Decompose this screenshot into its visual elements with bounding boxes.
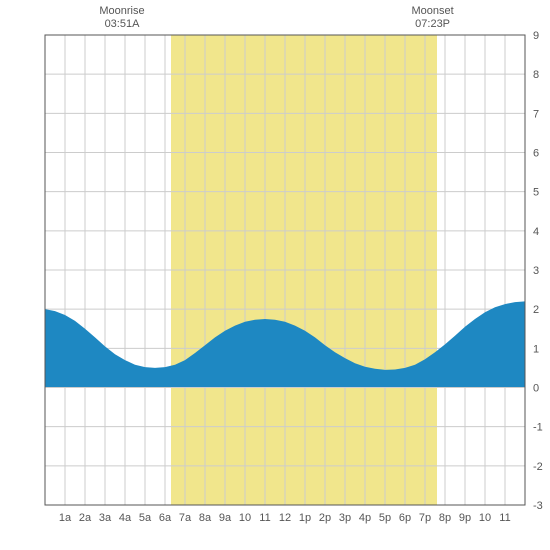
x-tick-label: 4p xyxy=(359,512,371,524)
moonrise-title: Moonrise xyxy=(99,5,144,17)
x-tick-label: 10 xyxy=(479,512,491,524)
x-tick-label: 3p xyxy=(339,512,351,524)
x-tick-label: 11 xyxy=(259,512,270,524)
y-tick-label: 1 xyxy=(533,343,539,355)
y-tick-label: 5 xyxy=(533,187,539,199)
y-tick-label: -1 xyxy=(533,422,543,434)
x-tick-label: 7p xyxy=(419,512,431,524)
x-tick-label: 5p xyxy=(379,512,391,524)
x-tick-label: 1a xyxy=(59,512,72,524)
x-tick-label: 2p xyxy=(319,512,331,524)
y-tick-label: 2 xyxy=(533,304,539,316)
x-tick-label: 5a xyxy=(139,512,152,524)
y-tick-label: 4 xyxy=(533,226,539,238)
moonset-title: Moonset xyxy=(411,5,453,17)
x-tick-label: 9p xyxy=(459,512,471,524)
y-tick-label: 0 xyxy=(533,383,539,395)
moonset-time: 07:23P xyxy=(415,18,450,30)
y-tick-label: 9 xyxy=(533,30,539,42)
x-tick-label: 8a xyxy=(199,512,212,524)
tide-chart: -3-2-101234567891a2a3a4a5a6a7a8a9a101112… xyxy=(0,0,550,550)
x-tick-label: 4a xyxy=(119,512,132,524)
y-tick-label: 8 xyxy=(533,69,539,81)
y-tick-label: -2 xyxy=(533,461,543,473)
moonrise-time: 03:51A xyxy=(105,18,141,30)
x-tick-label: 8p xyxy=(439,512,451,524)
y-tick-label: 7 xyxy=(533,108,539,120)
x-tick-label: 2a xyxy=(79,512,92,524)
y-tick-label: 3 xyxy=(533,265,539,277)
x-tick-label: 6a xyxy=(159,512,172,524)
x-tick-label: 3a xyxy=(99,512,112,524)
y-tick-label: 6 xyxy=(533,148,539,160)
y-tick-label: -3 xyxy=(533,500,543,512)
x-tick-label: 12 xyxy=(279,512,291,524)
chart-svg: -3-2-101234567891a2a3a4a5a6a7a8a9a101112… xyxy=(0,0,550,550)
x-tick-label: 11 xyxy=(499,512,510,524)
x-tick-label: 7a xyxy=(179,512,192,524)
x-tick-label: 10 xyxy=(239,512,251,524)
x-tick-label: 9a xyxy=(219,512,232,524)
x-tick-label: 6p xyxy=(399,512,411,524)
x-tick-label: 1p xyxy=(299,512,311,524)
